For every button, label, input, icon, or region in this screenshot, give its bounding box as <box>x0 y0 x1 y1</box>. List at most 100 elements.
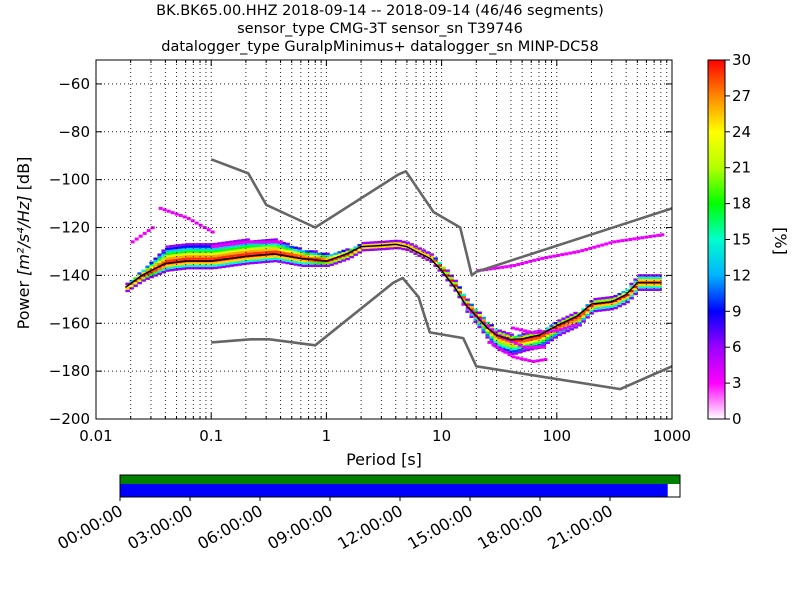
psd-cell <box>193 252 198 256</box>
psd-outlier-cell <box>636 236 641 240</box>
psd-cell <box>261 260 266 264</box>
psd-cell <box>161 268 166 272</box>
psd-cell <box>249 245 254 248</box>
psd-cell <box>653 278 658 282</box>
psd-cell <box>297 264 302 267</box>
psd-cell <box>265 246 270 249</box>
psd-cell <box>229 245 234 248</box>
psd-cell <box>145 277 150 280</box>
psd-cell <box>157 253 162 256</box>
psd-cell <box>169 252 174 255</box>
psd-cell <box>225 241 230 244</box>
psd-cell <box>141 274 146 277</box>
psd-cell <box>333 254 338 258</box>
psd-cell <box>629 297 634 300</box>
psd-outlier-cell <box>508 264 513 268</box>
psd-cell <box>517 336 522 340</box>
psd-cell <box>517 341 522 344</box>
psd-cell <box>653 283 658 287</box>
psd-outlier-cell <box>588 246 593 250</box>
psd-cell <box>161 249 166 252</box>
psd-cell <box>561 322 566 325</box>
psd-cell <box>245 238 250 241</box>
psd-outlier-cell <box>529 345 534 349</box>
psd-cell <box>169 256 174 260</box>
psd-cell <box>545 341 550 345</box>
psd-cell <box>649 278 654 282</box>
psd-cell <box>653 288 658 291</box>
psd-cell <box>545 327 550 330</box>
psd-cell <box>441 266 446 270</box>
nhnm-line <box>211 276 672 391</box>
psd-cell <box>581 312 586 316</box>
psd-cell <box>325 257 330 260</box>
psd-cell <box>305 252 310 256</box>
psd-cell <box>613 304 618 307</box>
psd-cell <box>521 340 526 343</box>
psd-cell <box>165 257 170 260</box>
psd-cell <box>177 251 182 254</box>
psd-cell <box>321 262 326 265</box>
psd-cell <box>489 326 494 329</box>
psd-cell <box>189 245 194 248</box>
psd-cell <box>213 247 218 250</box>
psd-outlier-cell <box>211 245 216 249</box>
y-tick-label: −140 <box>49 266 90 284</box>
psd-cell <box>557 331 562 334</box>
psd-cell <box>201 262 206 265</box>
psd-cell <box>173 244 178 247</box>
psd-cell <box>553 331 558 334</box>
psd-cell <box>161 256 166 260</box>
psd-outlier-cell <box>632 237 637 241</box>
psd-cell <box>621 300 626 303</box>
psd-outlier-cell <box>532 258 537 262</box>
psd-cell <box>617 300 622 303</box>
psd-cell <box>493 337 498 341</box>
psd-cell <box>189 243 194 246</box>
psd-cell <box>153 274 158 277</box>
psd-cell <box>157 260 162 264</box>
psd-cell <box>129 287 134 290</box>
psd-cell <box>185 262 190 265</box>
psd-cell <box>625 293 630 297</box>
psd-cell <box>197 257 202 260</box>
psd-cell <box>645 276 650 279</box>
psd-cell <box>337 255 342 259</box>
psd-cell <box>469 306 474 309</box>
psd-cell <box>453 282 458 285</box>
psd-outlier-cell <box>162 208 167 212</box>
psd-cell <box>445 274 450 277</box>
psd-cell <box>569 313 574 317</box>
psd-cell <box>389 247 394 250</box>
psd-outlier-cell <box>552 254 557 258</box>
psd-cell <box>249 259 254 262</box>
psd-outlier-cell <box>170 211 175 215</box>
psd-cell <box>281 249 286 252</box>
psd-outlier-cell <box>596 244 601 248</box>
psd-cell <box>641 286 646 289</box>
psd-cell <box>205 252 210 256</box>
psd-outlier-cell <box>584 247 589 251</box>
psd-cell <box>529 333 534 337</box>
psd-cell <box>565 318 570 321</box>
psd-cell <box>637 288 642 291</box>
psd-outlier-cell <box>263 240 268 244</box>
psd-cell <box>605 298 610 302</box>
psd-outlier-cell <box>521 345 526 349</box>
psd-outlier-cell <box>568 251 573 255</box>
psd-outlier-cell <box>536 257 541 261</box>
psd-cell <box>185 252 190 256</box>
psd-cell <box>269 250 274 254</box>
psd-cell <box>141 269 146 273</box>
psd-cell <box>153 269 158 272</box>
psd-cell <box>565 322 570 326</box>
psd-cell <box>205 264 210 268</box>
psd-cell <box>657 288 662 291</box>
y-axis-label-prefix: Power <box>14 276 33 329</box>
psd-cell <box>145 267 150 271</box>
psd-cell <box>201 247 206 251</box>
colorbar-tick-label: 12 <box>732 266 751 284</box>
psd-cell <box>377 243 382 246</box>
psd-cell <box>501 342 506 346</box>
psd-cell <box>297 247 302 250</box>
